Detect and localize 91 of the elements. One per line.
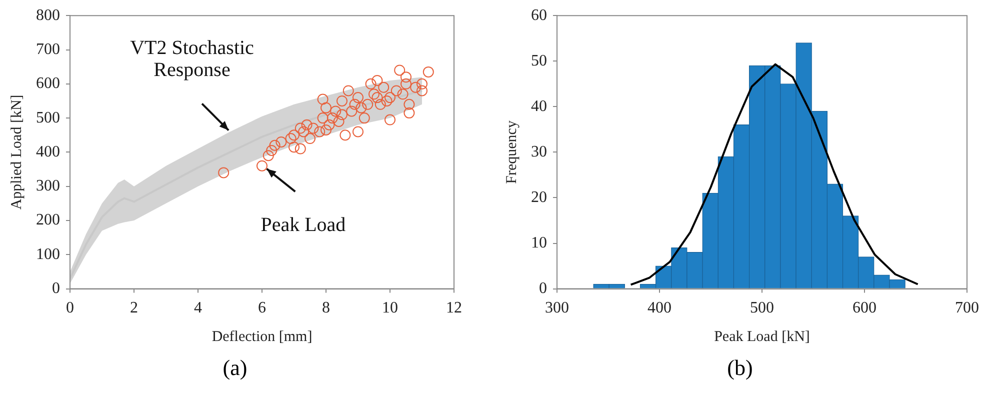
annotation: VT2 Stochastic Response (130, 36, 254, 81)
point (397, 88, 408, 100)
point (352, 126, 364, 138)
x-tick-label: 500 (750, 300, 774, 317)
point (416, 78, 428, 90)
y-tick-label: 400 (36, 143, 60, 160)
point (262, 150, 274, 162)
point (320, 102, 332, 114)
point (326, 112, 338, 124)
point (352, 92, 364, 104)
point (342, 85, 354, 96)
point (381, 95, 392, 106)
x-tick-label: 6 (258, 300, 266, 317)
point (294, 122, 306, 134)
point (400, 78, 412, 90)
point (358, 112, 370, 124)
point (356, 102, 367, 114)
x-tick-label: 600 (852, 300, 876, 317)
y-tick-label: 600 (36, 75, 60, 92)
y-tick-label: 20 (531, 188, 547, 206)
point (349, 98, 360, 110)
y-tick-label: 0 (539, 280, 547, 298)
point (285, 133, 296, 144)
point (336, 95, 348, 106)
x-tick-label: 700 (955, 300, 979, 317)
point (394, 64, 406, 76)
point (372, 74, 383, 86)
y-tick-label: 40 (531, 98, 547, 115)
x-tick-label: 8 (322, 300, 330, 317)
point (266, 144, 278, 156)
y-tick-label: 100 (36, 246, 60, 263)
y-tick-label: 10 (531, 234, 547, 252)
y-axis-title: Applied Load [kN] (8, 94, 25, 210)
y-tick-label: 50 (531, 52, 547, 70)
point (374, 98, 386, 110)
point (365, 78, 376, 90)
point (340, 130, 351, 141)
point (301, 119, 312, 130)
point (298, 126, 310, 138)
point (324, 119, 335, 130)
y-axis-title: Frequency (504, 120, 520, 184)
point (346, 106, 358, 117)
point (269, 140, 280, 151)
x-tick-label: 12 (446, 300, 462, 317)
point (314, 126, 326, 138)
point (288, 130, 300, 141)
point (308, 122, 319, 134)
point (288, 142, 300, 153)
point (400, 72, 412, 83)
x-axis-title: Peak Load [kN] (714, 328, 810, 345)
point (404, 98, 415, 110)
x-tick-label: 300 (545, 300, 569, 317)
point (320, 124, 332, 136)
text: (b) (726, 355, 754, 381)
annotation: Peak Load (260, 214, 346, 236)
point (378, 82, 390, 93)
point (317, 94, 328, 105)
point (404, 107, 415, 118)
point (294, 143, 306, 154)
point (372, 92, 383, 104)
x-tick-label: 400 (648, 300, 672, 317)
y-tick-label: 500 (36, 109, 60, 126)
y-tick-label: 800 (36, 6, 60, 24)
y-tick-label: 300 (36, 178, 60, 195)
y-tick-label: 60 (531, 6, 547, 24)
point (304, 133, 316, 144)
point (416, 85, 428, 96)
y-tick-label: 30 (531, 143, 547, 160)
y-tick-label: 700 (36, 40, 60, 58)
point (276, 136, 287, 148)
x-tick-label: 2 (130, 300, 138, 317)
point (362, 98, 374, 110)
x-axis-title: Deflection [mm] (212, 328, 312, 345)
point (256, 160, 268, 172)
point (336, 109, 348, 120)
point (218, 167, 230, 178)
point (384, 114, 396, 126)
point (410, 82, 422, 93)
point (390, 85, 402, 96)
text: (a) (222, 355, 248, 381)
point (333, 116, 344, 127)
y-tick-label: 200 (36, 212, 60, 229)
point (384, 92, 396, 104)
x-tick-label: 0 (66, 300, 74, 317)
y-tick-label: 0 (52, 280, 60, 298)
x-tick-label: 10 (382, 300, 398, 317)
x-tick-label: 4 (194, 300, 202, 317)
point (422, 66, 434, 78)
point (317, 112, 328, 124)
point (330, 106, 342, 117)
point (368, 88, 380, 100)
